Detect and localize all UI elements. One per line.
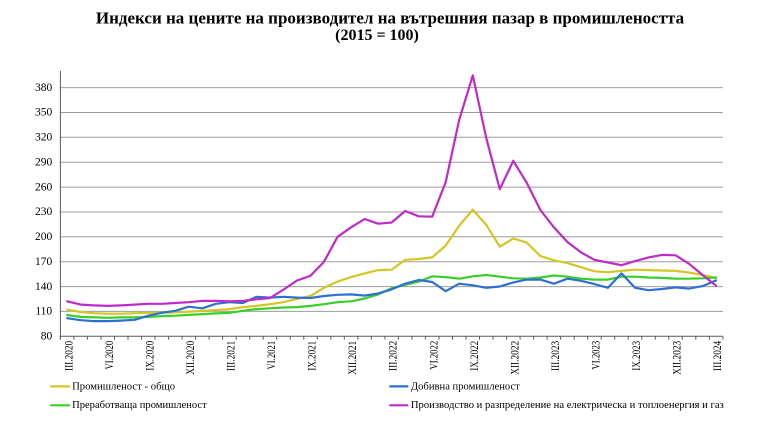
svg-text:XII.2020: XII.2020 (183, 341, 197, 375)
svg-text:260: 260 (35, 181, 53, 193)
svg-text:IX.2023: IX.2023 (629, 341, 643, 371)
svg-text:Преработваща промишленост: Преработваща промишленост (72, 400, 207, 411)
svg-text:Индекси на цените на производи: Индекси на цените на производител на вът… (96, 9, 685, 28)
svg-text:320: 320 (35, 132, 53, 144)
svg-text:VI.2023: VI.2023 (589, 341, 603, 370)
svg-text:290: 290 (35, 156, 53, 168)
svg-text:Добивна промишленост: Добивна промишленост (411, 381, 520, 392)
svg-text:110: 110 (35, 306, 52, 318)
svg-text:(2015 = 100): (2015 = 100) (335, 27, 419, 44)
svg-text:230: 230 (35, 206, 53, 218)
svg-text:Промишленост - общо: Промишленост - общо (72, 381, 175, 392)
svg-text:Производство и разпределение н: Производство и разпределение на електрич… (411, 400, 724, 411)
svg-text:IX.2022: IX.2022 (467, 341, 481, 371)
svg-text:III.2022: III.2022 (386, 341, 400, 371)
svg-text:IX.2021: IX.2021 (305, 341, 319, 371)
svg-text:350: 350 (35, 107, 53, 119)
svg-text:80: 80 (41, 331, 53, 343)
svg-text:III.2021: III.2021 (224, 341, 238, 371)
svg-text:III.2023: III.2023 (548, 341, 562, 371)
svg-text:IX.2020: IX.2020 (142, 341, 156, 371)
svg-text:VI.2021: VI.2021 (264, 341, 278, 370)
svg-text:VI.2020: VI.2020 (102, 341, 116, 370)
svg-text:XII.2022: XII.2022 (507, 341, 521, 375)
svg-text:140: 140 (35, 281, 53, 293)
svg-text:200: 200 (35, 231, 53, 243)
svg-text:XII.2023: XII.2023 (670, 341, 684, 375)
svg-text:III.2024: III.2024 (710, 341, 724, 371)
svg-text:VI.2022: VI.2022 (426, 341, 440, 370)
svg-text:III.2020: III.2020 (61, 341, 75, 371)
svg-text:170: 170 (35, 256, 53, 268)
svg-text:XII.2021: XII.2021 (345, 341, 359, 375)
svg-text:380: 380 (35, 82, 53, 94)
